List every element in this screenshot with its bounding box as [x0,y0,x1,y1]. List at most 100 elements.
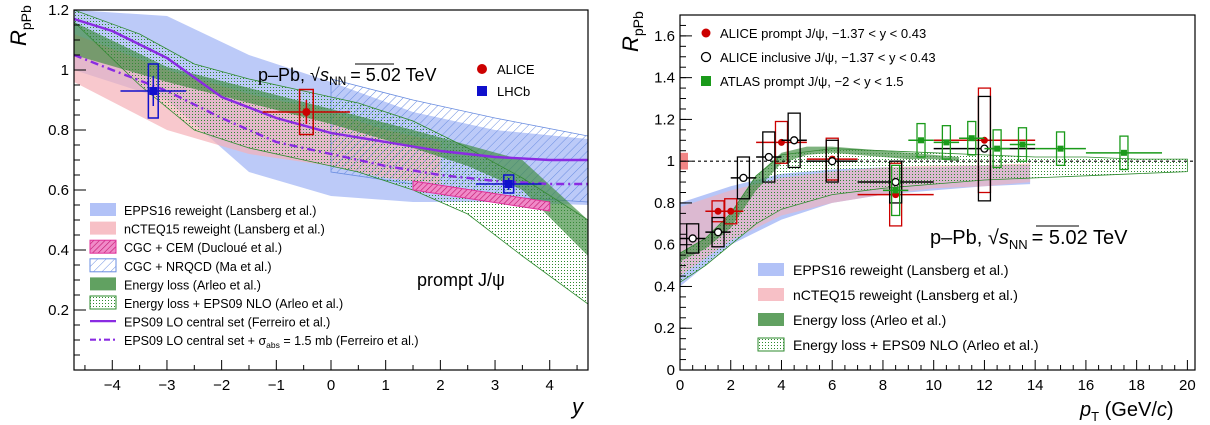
marker [727,207,735,215]
x-tick-label: 20 [1179,377,1196,394]
data-point [1035,131,1086,167]
marker [302,108,311,116]
left-axes: −4 −3 −2 −1 0 1 2 3 4 0.2 0.4 0.6 0.8 1 1.2 [48,2,578,394]
marker [891,177,900,187]
x-tick-label: 2 [727,377,735,394]
legend-label-atlas-prompt-j: ATLAS prompt J/ψ, −2 < y < 1.5 [720,74,904,89]
band-energy-loss-arleo-et-al [680,146,960,262]
right-system-label: p–Pb, √sNN = 5.02 TeV [930,225,1128,252]
legend-label-4: Energy loss + EPS09 NLO (Arleo et al.) [793,337,1039,353]
marker [1057,145,1064,152]
data-point [806,139,858,183]
x-tick-label: 8 [879,377,887,394]
x-tick-label: 18 [1128,377,1145,394]
legend-swatch-5 [90,277,116,291]
data-point [984,129,1010,169]
marker [739,173,748,183]
left-y-axis-label: RpPb [6,5,34,46]
legend-label-lhcb: LHCb [497,84,530,99]
y-tick-label: 0.4 [654,278,675,295]
legend-swatch-2 [90,221,116,235]
y-tick-label: 1.4 [654,70,675,87]
data-point [857,160,934,204]
series-atlas-prompt-j [882,120,1163,217]
marker [504,180,513,188]
legend-label-2: nCTEQ15 reweight (Lansberg et al.) [124,223,325,237]
marker [828,157,837,166]
svg-text:p–Pb, √sNN= 5.02 TeV: p–Pb, √sNN = 5.02 TeV [258,65,437,88]
x-tick-label: 0 [327,377,335,394]
x-tick-label: 3 [491,377,499,394]
legend-swatch-3 [758,313,784,326]
x-tick-label: 12 [976,377,993,394]
x-tick-label: 6 [828,377,836,394]
x-tick-label: −3 [158,377,175,394]
band-energy-loss-arleo-et-al [74,22,588,256]
left-system-label: p–Pb, √sNN = 5.02 TeV [258,63,437,88]
left-data-points [120,63,542,194]
y-tick-label: 0.6 [654,237,675,254]
legend-marker-atlas [701,76,711,86]
legend-swatch-1 [90,203,116,216]
y-tick-label: 0.8 [48,122,69,139]
x-tick-label: 4 [777,377,785,394]
data-point [933,125,960,160]
marker [994,145,1001,152]
right-y-axis-label: RpPb [618,11,646,52]
legend-marker-alice [477,64,487,74]
data-point [1009,127,1036,162]
legend-swatch-6 [89,295,117,310]
data-point [781,112,807,169]
data-point [908,122,934,158]
y-tick-label: 0.2 [654,320,675,337]
y-tick-label: 0.4 [48,242,69,259]
legend-swatch-2 [758,288,784,301]
data-point [959,120,985,156]
x-tick-label: −1 [268,377,285,394]
y-tick-label: 0.2 [48,302,69,319]
data-point [680,223,706,254]
legend-label-1: EPPS16 reweight (Lansberg et al.) [124,204,316,218]
marker [918,137,925,144]
right-model-legend: EPPS16 reweight (Lansberg et al.) nCTEQ15… [757,262,1039,353]
left-point-legend: ALICE LHCb [477,62,535,99]
legend-label-alice-prompt-j: ALICE prompt J/ψ, −1.37 < y < 0.43 [720,26,926,41]
legend-marker-lhcb [477,86,487,96]
y-tick-label: 1.6 [654,28,675,45]
x-tick-label: 4 [546,377,554,394]
x-tick-label: 14 [1027,377,1044,394]
band-cgc-cem [412,180,551,212]
x-tick-label: −4 [104,377,121,394]
legend-swatch-4 [757,337,785,352]
data-point [718,198,744,225]
data-point [756,120,807,164]
right-data-legend: ALICE prompt J/ψ, −1.37 < y < 0.43 ALICE … [700,26,936,89]
x-tick-label: 0 [676,377,684,394]
x-tick-label: −2 [213,377,230,394]
data-point-lhcb [475,174,542,194]
left-chart-panel: −4 −3 −2 −1 0 1 2 3 4 0.2 0.4 0.6 0.8 1 1.2 RpPb y p–P… [6,2,589,419]
x-tick-label: 1 [382,377,390,394]
right-axes: 0 2 4 6 8 10 12 14 16 18 20 0.2 0.4 0.6 0.8 1 1.2 1.4 1.6 0 [654,24,1196,394]
x-tick-label: 2 [436,377,444,394]
legend-label-alice: ALICE [497,62,535,77]
legend-label-3: CGC + CEM (Ducloué et al.) [124,241,282,255]
legend-label-1: EPPS16 reweight (Lansberg et al.) [793,262,1009,278]
marker [764,152,773,162]
data-point-alice [262,88,351,136]
marker [149,87,158,95]
legend-swatch-3 [89,239,117,254]
legend-marker-alice-inclusive [700,51,712,63]
right-chart-panel: 0 2 4 6 8 10 12 14 16 18 200.20.40.60.811.21.41.60… [618,11,1196,424]
y-tick-label: 1 [61,62,69,79]
marker [968,135,975,142]
y-tick-label: 0.6 [48,182,69,199]
svg-text:p–Pb, √sNN= 5.02 TeV: p–Pb, √sNN = 5.02 TeV [930,227,1128,252]
legend-label-8: EPS09 LO central set + σabs = 1.5 mb (Fe… [124,334,418,350]
marker [688,234,697,243]
legend-marker-alice-prompt [701,28,711,38]
legend-label-6: Energy loss + EPS09 NLO (Arleo et al.) [124,297,343,311]
left-model-legend: EPPS16 reweight (Lansberg et al.) nCTEQ15… [89,203,418,350]
left-particle-label: prompt J/ψ [417,270,505,290]
